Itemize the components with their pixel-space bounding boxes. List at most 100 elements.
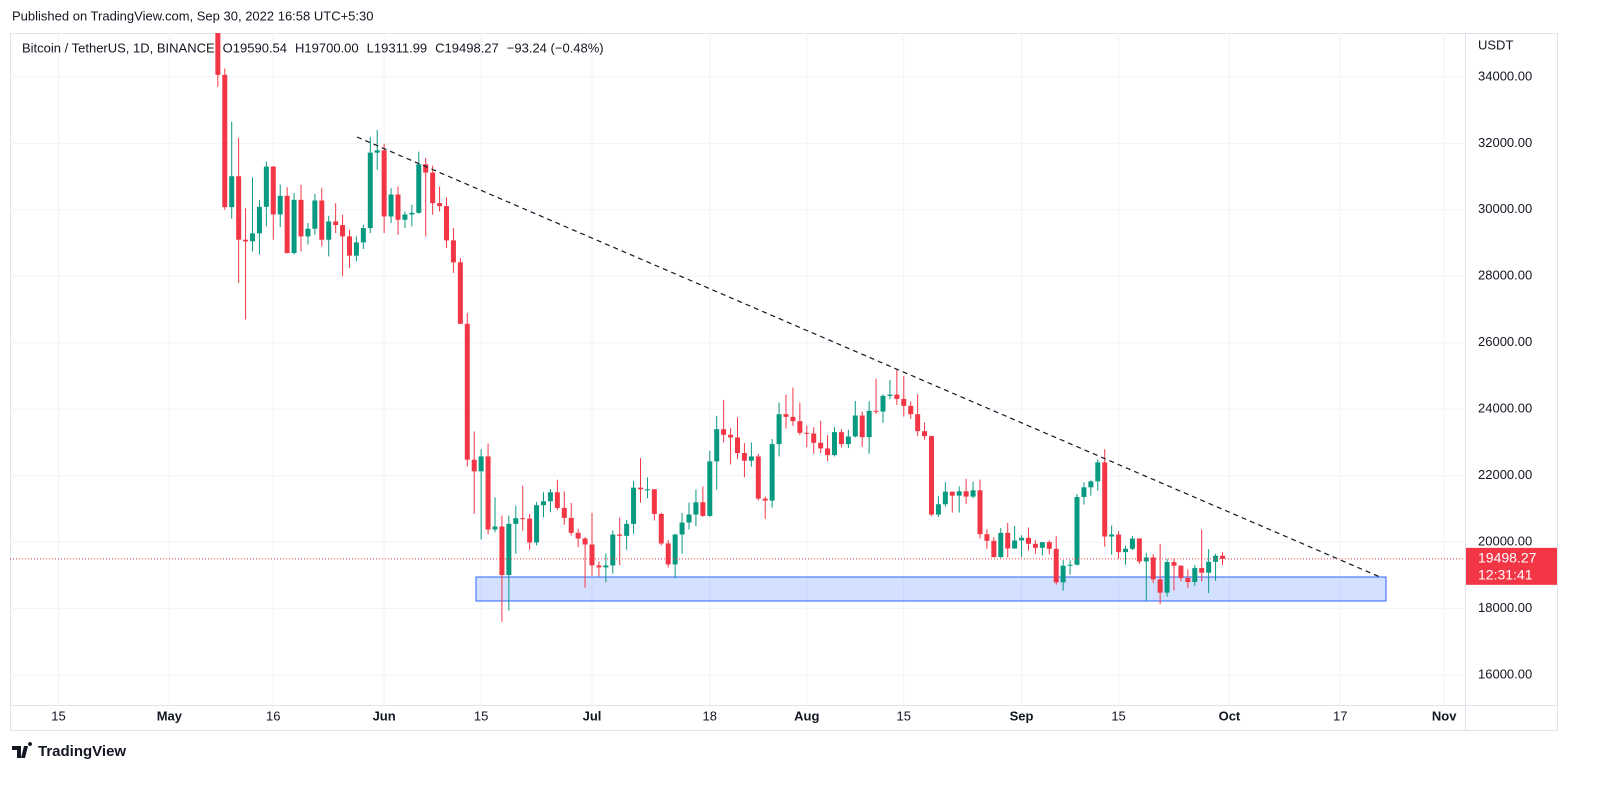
candle-body (534, 505, 540, 543)
candle-body (929, 436, 934, 515)
candle-body (1164, 562, 1170, 593)
candle-body (1095, 462, 1101, 482)
candle-body (381, 150, 387, 217)
candles (215, 33, 1225, 622)
candle-body (1005, 532, 1011, 549)
candle-body (1136, 538, 1142, 562)
candle-body (672, 534, 678, 565)
candle-body (215, 33, 221, 75)
candle-body (1178, 565, 1184, 579)
candle-body (1129, 538, 1135, 549)
candle-body (277, 195, 283, 215)
candle-body (686, 514, 692, 523)
candle-body (374, 150, 380, 153)
candle-body (409, 212, 415, 215)
candle-body (949, 491, 955, 496)
legend-value: 19311.99 (374, 40, 427, 55)
candle-body (915, 414, 921, 432)
x-tick-label: Sep (1010, 708, 1034, 723)
candle-body (908, 405, 914, 415)
candle-body (492, 526, 498, 530)
candle-body (741, 453, 747, 461)
candle-body (956, 491, 962, 496)
legend-value: −93.24 (−0.48%) (507, 40, 604, 55)
candle-body (1081, 487, 1087, 497)
candle-body (838, 432, 844, 445)
candle-body (1199, 568, 1205, 573)
candle-body (457, 262, 463, 324)
candle-body (575, 532, 581, 539)
legend-symbol: Bitcoin / TetherUS, 1D, BINANCE (22, 40, 215, 55)
x-tick-label: 18 (703, 708, 717, 723)
y-tick-label: 16000.00 (1478, 667, 1532, 682)
legend-key: H (295, 40, 304, 55)
candle-body (326, 221, 332, 240)
y-tick-label: 34000.00 (1478, 68, 1532, 83)
candle-body (1026, 537, 1031, 544)
candle-body (783, 414, 789, 417)
x-tick-label: Jul (583, 708, 602, 723)
candle-body (942, 491, 948, 505)
logo-mark (12, 742, 33, 758)
candle-body (818, 442, 824, 449)
candle-body (617, 534, 623, 536)
candle-body (236, 176, 242, 240)
legend: Bitcoin / TetherUS, 1D, BINANCE O 19590.54… (22, 40, 604, 55)
candle-body (624, 523, 630, 536)
candle-body (1123, 548, 1128, 553)
candle-body (1088, 481, 1094, 488)
chart-frame (10, 33, 1558, 731)
candle-body (589, 544, 595, 566)
candle-body (1220, 555, 1225, 559)
candle-body (333, 221, 339, 226)
x-tick-label: Aug (794, 708, 819, 723)
candle-body (256, 206, 262, 234)
candle-body (520, 518, 526, 520)
candle-body (832, 432, 837, 456)
candle-body (1067, 564, 1073, 566)
legend-value: 19700.00 (304, 40, 358, 55)
candle-body (1012, 540, 1018, 549)
candle-body (644, 489, 650, 491)
candle-body (340, 225, 346, 237)
candle-body (1206, 561, 1212, 573)
price-unit: USDT (1478, 37, 1513, 52)
candle-body (970, 490, 976, 497)
candle-body (250, 233, 255, 242)
x-tick-label: Oct (1219, 708, 1241, 723)
candle-body (513, 518, 519, 524)
support-zone (475, 576, 1387, 602)
legend-value: 19590.54 (233, 40, 287, 55)
candle-body (596, 565, 602, 568)
candle-body (1157, 579, 1163, 593)
candle-body (305, 228, 311, 237)
footer-brand: TradingView (38, 743, 126, 760)
footer-logo: TradingView (12, 742, 126, 760)
candle-body (1192, 568, 1198, 583)
candle-body (229, 176, 235, 208)
candle-body (700, 502, 706, 516)
candle-body (582, 538, 588, 545)
candle-body (859, 415, 865, 438)
candle-body (444, 206, 449, 241)
candle-body (1213, 555, 1219, 562)
candle-body (1019, 537, 1025, 541)
candle-body (963, 491, 969, 497)
candle-body (568, 517, 574, 533)
candle-body (263, 166, 269, 207)
candle-body (1046, 542, 1052, 549)
candle-body (367, 152, 373, 229)
y-tick-label: 20000.00 (1478, 534, 1532, 549)
candle-body (478, 456, 484, 472)
y-tick-label: 30000.00 (1478, 201, 1532, 216)
candle-body (243, 239, 249, 242)
candle-body (935, 504, 941, 515)
candle-body (437, 203, 443, 207)
candle-body (651, 489, 657, 514)
candle-body (790, 416, 796, 422)
candle-body (547, 492, 553, 502)
candle-body (499, 526, 505, 576)
candle-body (769, 444, 775, 501)
candle-body (748, 456, 754, 461)
